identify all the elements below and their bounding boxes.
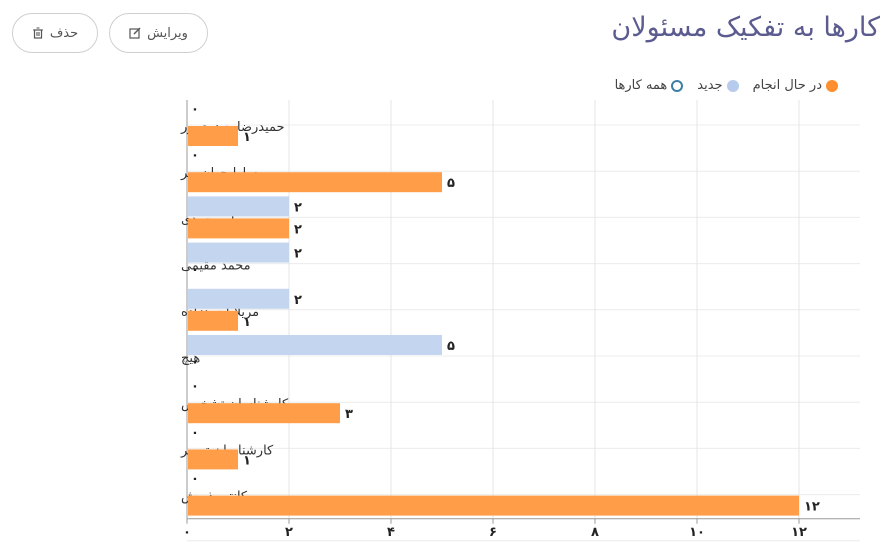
- legend-dot-in-progress: [826, 79, 838, 92]
- x-tick-label: ۸: [591, 525, 599, 540]
- bar-new: [188, 196, 289, 217]
- delete-button[interactable]: حذف: [12, 13, 98, 53]
- bar-value-label: ۰: [191, 148, 199, 163]
- x-tick-label: ۱۲: [791, 525, 807, 540]
- bar-value-label: ۵: [447, 176, 455, 191]
- bar-value-label: ۱: [243, 453, 251, 468]
- bar-value-label: ۲: [294, 200, 302, 215]
- bar-in-progress: [188, 449, 238, 470]
- chart-title: کارها به تفکیک مسئولان: [611, 12, 880, 43]
- edit-icon: [129, 27, 141, 39]
- edit-button[interactable]: ویرایش: [109, 13, 208, 53]
- bar-value-label: ۱: [243, 130, 251, 145]
- x-tick-label: ۶: [489, 525, 497, 540]
- delete-label: حذف: [49, 25, 79, 41]
- legend-label-in-progress: در حال انجام: [752, 78, 822, 93]
- bar-new: [188, 242, 289, 263]
- bar-in-progress: [188, 310, 238, 331]
- bar-in-progress: [188, 218, 289, 239]
- legend-label-all: همه کارها: [614, 78, 668, 93]
- trash-icon: [32, 27, 43, 39]
- legend-dot-new: [726, 79, 739, 92]
- bar-value-label: ۱: [243, 315, 251, 330]
- bar-in-progress: [188, 172, 442, 193]
- bar-value-label: ۵: [447, 339, 455, 354]
- x-tick-label: ۰: [183, 525, 191, 540]
- legend-item-in-progress[interactable]: در حال انجام: [753, 78, 838, 93]
- bar-value-label: ۲: [294, 222, 302, 237]
- x-tick-label: ۱۰: [689, 525, 705, 540]
- bar-new: [188, 335, 442, 355]
- bar-in-progress: [188, 495, 799, 516]
- x-tick-label: ۴: [387, 525, 395, 540]
- bar-value-label: ۲: [294, 293, 302, 308]
- legend-label-new: جدید: [697, 78, 723, 93]
- legend-item-all[interactable]: همه کارها: [615, 78, 684, 93]
- bar-new: [188, 288, 289, 309]
- edit-label: ویرایش: [147, 25, 188, 41]
- bar-in-progress: [188, 403, 340, 424]
- bar-value-label: ۰: [191, 425, 199, 440]
- chart-legend: در حال انجام جدید همه کارها: [615, 78, 838, 93]
- bar-value-label: ۰: [191, 472, 199, 487]
- bar-value-label: ۱۲: [804, 500, 820, 515]
- legend-item-new[interactable]: جدید: [697, 78, 739, 93]
- x-tick-label: ۲: [285, 525, 293, 540]
- bar-value-label: ۲: [294, 247, 302, 262]
- bar-value-label: ۰: [191, 355, 199, 370]
- bar-value-label: ۰: [191, 379, 199, 394]
- bar-value-label: ۰: [191, 263, 199, 278]
- bar-in-progress: [188, 126, 238, 146]
- bar-value-label: ۰: [191, 102, 199, 117]
- bar-value-label: ۳: [345, 407, 353, 422]
- legend-dot-all: [671, 79, 684, 92]
